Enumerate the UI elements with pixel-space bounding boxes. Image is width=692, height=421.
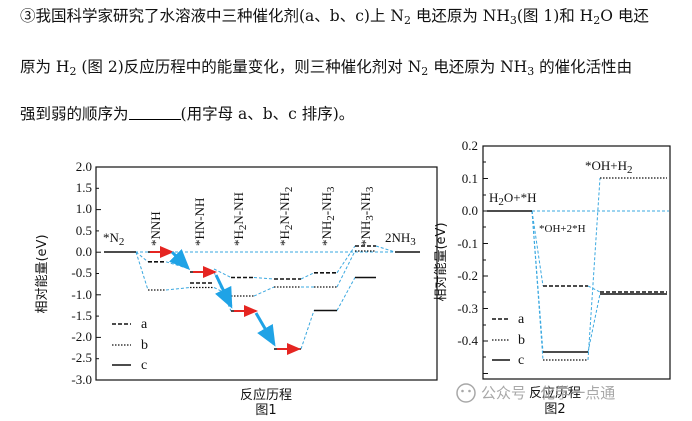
watermark: 公众号 · 化学一点通 [456, 383, 615, 403]
fig1-ytick: -1.0 [71, 287, 92, 302]
fig1-species-2nh3: 2NH3 [385, 230, 416, 248]
fig2-ytick: -0.3 [457, 301, 478, 316]
fig1-ytick: 1.5 [76, 180, 92, 195]
fig2-ytick: -0.1 [457, 236, 478, 251]
fig1-ylabel: 相对能量(eV) [35, 234, 50, 313]
fig2-caption: 图2 [544, 402, 565, 417]
fig2-species-h2o-h: H2O+*H [489, 190, 537, 208]
fig2-ytick: 0.1 [462, 171, 478, 186]
fig1-xlabel: 反应历程 [240, 387, 292, 403]
fig1-ticks [96, 166, 101, 381]
fig1-caption: 图1 [255, 403, 276, 418]
fig1-ytick: 0.5 [76, 223, 92, 238]
fig1-ytick: 0.0 [76, 244, 92, 259]
fig2-ylabel: 相对能量(eV) [434, 222, 449, 301]
fig1-species-nnh: *NNH [148, 211, 163, 246]
fig1-species-h2n-nh2: *H2N-NH2 [277, 187, 295, 246]
fig1-species-nh3-nh3: *NH3-NH3 [358, 186, 376, 246]
fig2-ytick: 0.2 [462, 138, 478, 153]
fig2-legend: a b c [492, 312, 525, 368]
fig1-species-h2n-nh: *H2N-NH [231, 192, 249, 246]
fig1-ytick: 1.0 [76, 201, 92, 216]
fig1-ytick: 2.0 [76, 159, 92, 174]
fig1-ytick-labels: 2.0 1.5 1.0 0.5 0.0 -0.5 -1.0 -1.5 -2.0 … [71, 159, 92, 387]
fig1-levels-b [148, 250, 376, 297]
fig1-species-n2: *N2 [103, 230, 124, 248]
fig2-frame [482, 145, 671, 380]
fig1-levels-c [104, 251, 420, 350]
fig1-ytick: -2.0 [71, 329, 92, 344]
fig2-ytick: -0.4 [457, 333, 478, 348]
question-line-2: 原为 H2 (图 2)反应历程中的能量变化，则三种催化剂对 N2 电还原为 NH… [20, 58, 633, 78]
fig1-legend-b: b [141, 338, 148, 353]
fig1-levels-a [148, 245, 376, 284]
fig1-legend-a: a [141, 317, 148, 332]
fig2-legend-b: b [518, 333, 525, 348]
fig2-connectors [531, 177, 669, 361]
fig1-ytick: -0.5 [71, 265, 92, 280]
fig2-legend-c: c [518, 353, 524, 368]
fig1-ytick: -2.5 [71, 350, 92, 365]
figure-2: 0.2 0.1 0.0 -0.1 -0.2 -0.3 -0.4 相对能量(eV)… [434, 138, 671, 417]
fig1-legend-c: c [141, 358, 147, 373]
fig2-legend-a: a [518, 312, 525, 327]
fig2-xlabel: 反应历程 [529, 385, 581, 401]
answer-blank[interactable] [128, 105, 181, 120]
fig1-arrows [150, 246, 301, 355]
fig1-species-nh2-nh3: *NH2-NH3 [319, 186, 337, 246]
fig2-ytick: -0.2 [457, 268, 478, 283]
wechat-icon [456, 383, 476, 403]
watermark-text: 公众号 · 化学一点通 [481, 384, 615, 402]
figure-1: 2.0 1.5 1.0 0.5 0.0 -0.5 -1.0 -1.5 -2.0 … [35, 159, 438, 418]
fig2-levels-c [543, 293, 667, 353]
fig1-species-hn-nh: *HN-NH [192, 198, 207, 246]
fig2-ytick-labels: 0.2 0.1 0.0 -0.1 -0.2 -0.3 -0.4 [457, 138, 478, 348]
fig2-species-oh-2h: *OH+2*H [539, 223, 586, 235]
fig1-ytick: -3.0 [71, 372, 92, 387]
fig2-levels-a [543, 285, 667, 293]
fig2-ytick: 0.0 [462, 203, 478, 218]
question-line-3: 强到弱的顺序为 (用字母 a、b、c 排序)。 [20, 105, 355, 123]
fig2-ticks [483, 145, 488, 374]
fig1-ytick: -1.5 [71, 308, 92, 323]
fig2-levels-b [543, 177, 667, 361]
fig1-legend: a b c [112, 317, 148, 373]
question-line-1: ③我国科学家研究了水溶液中三种催化剂(a、b、c)上 N2 电还原为 NH3(图… [20, 7, 649, 27]
fig2-species-oh-h2: *OH+H2 [585, 158, 633, 176]
